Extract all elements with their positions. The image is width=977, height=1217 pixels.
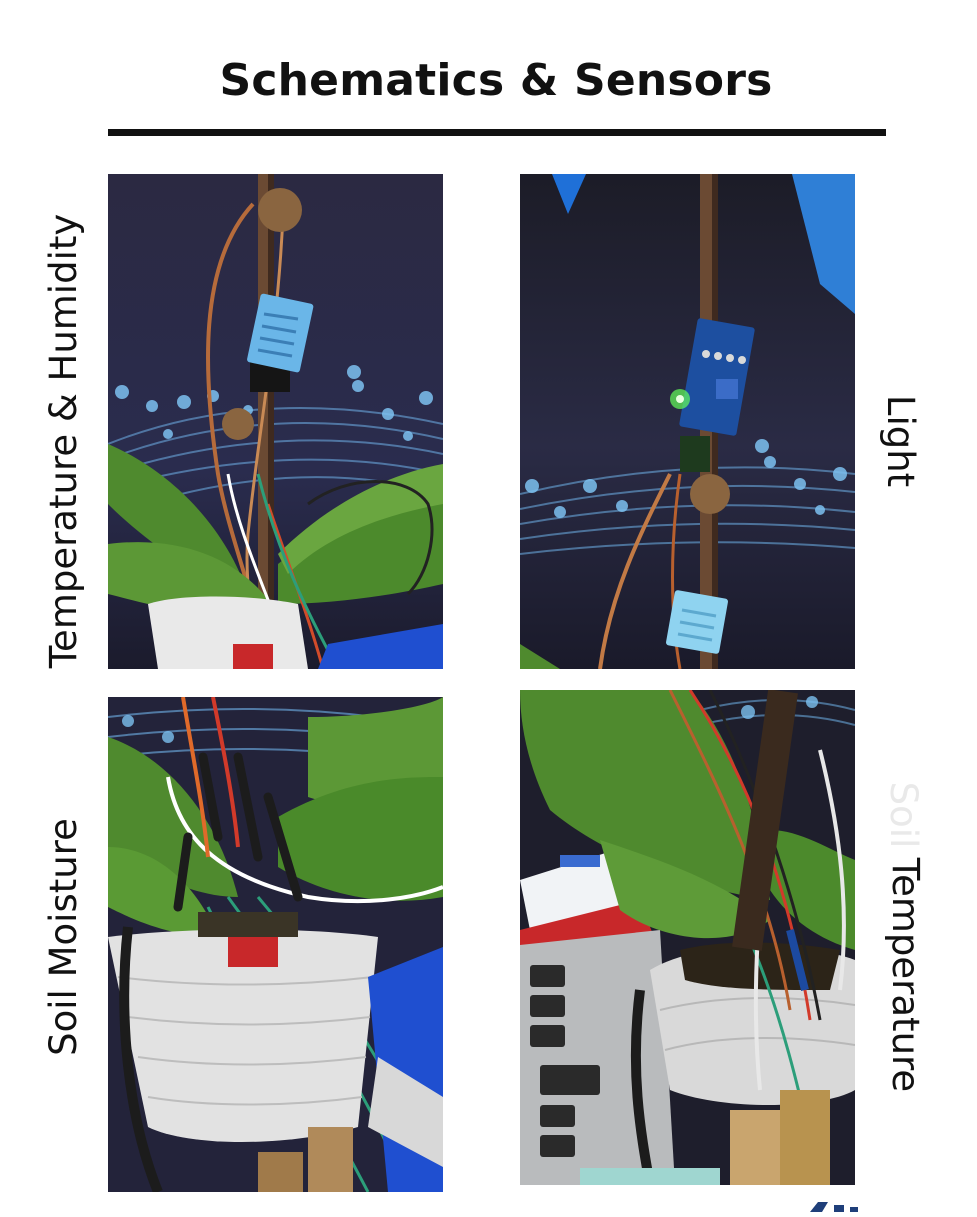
panel-label-light: Light xyxy=(879,394,922,488)
panel-label-soil-moisture: Soil Moisture xyxy=(42,818,85,1056)
photo-soil-moisture-sensor xyxy=(108,697,443,1192)
photo-light-sensor xyxy=(520,174,855,669)
page-title: Schematics & Sensors xyxy=(219,55,773,106)
brand-logo xyxy=(808,1199,928,1212)
photo-soil-temperature-sensor xyxy=(520,690,855,1185)
panel-label-temperature-humidity: Temperature & Humidity xyxy=(42,213,85,669)
title-divider xyxy=(108,129,886,136)
panel-label-soil-faded: Soil xyxy=(882,781,925,849)
photo-temperature-humidity-sensor xyxy=(108,174,443,669)
panel-label-soil-temperature: Temperature xyxy=(884,857,927,1093)
